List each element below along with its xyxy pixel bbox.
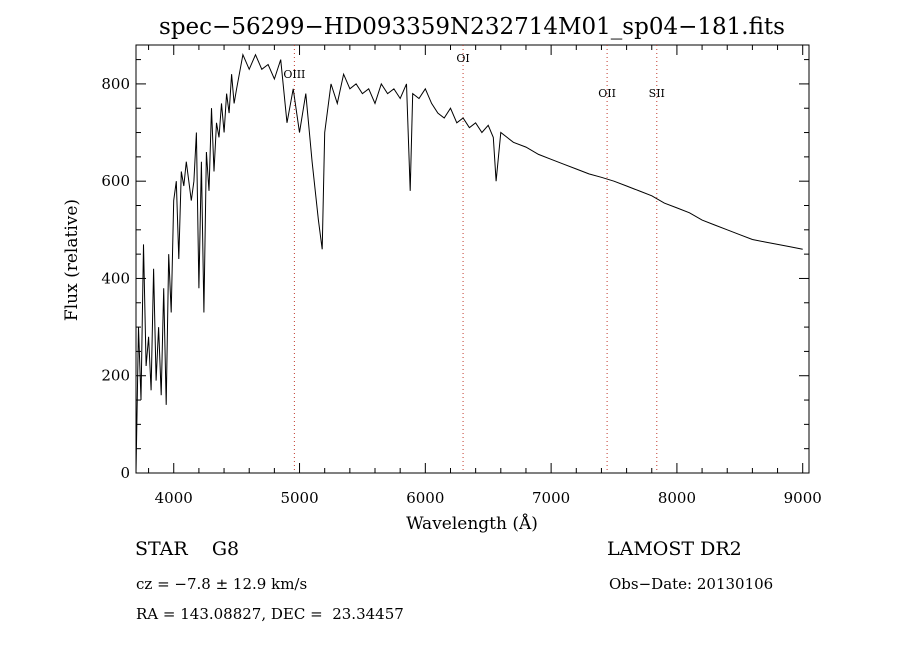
series-group (135, 52, 803, 474)
emission-line-label: OIII (283, 68, 305, 81)
ticks-group: 4000 5000 6000 7000 8000 9000 0 200 400 600 800 (101, 45, 822, 507)
x-tick-label: 6000 (406, 489, 444, 507)
plot-frame (135, 44, 810, 474)
y-axis-label: Flux (relative) (62, 199, 82, 321)
x-tick-label: 8000 (658, 489, 696, 507)
coordinates-readout: RA = 143.08827, DEC = 23.34457 (136, 605, 404, 623)
y-tick-label: 600 (101, 172, 130, 190)
emission-line-label: SII (649, 87, 665, 100)
x-tick-label: 9000 (784, 489, 822, 507)
obs-date: Obs−Date: 20130106 (609, 575, 774, 593)
chart-title: spec−56299−HD093359N232714M01_sp04−181.f… (159, 14, 785, 40)
redshift-readout: cz = −7.8 ± 12.9 km/s (136, 575, 308, 593)
x-tick-label: 4000 (155, 489, 193, 507)
survey-name: LAMOST DR2 (607, 538, 742, 560)
y-tick-label: 0 (120, 464, 130, 482)
emission-line-label: OI (456, 52, 469, 65)
object-class: STAR G8 (135, 538, 240, 560)
y-tick-label: 800 (101, 75, 130, 93)
axes-group (135, 44, 810, 474)
emission-lines-group: OIII OI OII SII (283, 45, 665, 473)
emission-line-label: OII (598, 87, 616, 100)
y-tick-label: 400 (101, 269, 130, 287)
x-tick-label: 7000 (532, 489, 570, 507)
y-tick-label: 200 (101, 367, 130, 385)
spectrum-series-line (135, 52, 803, 474)
x-tick-label: 5000 (280, 489, 318, 507)
x-axis-label: Wavelength (Å) (406, 513, 538, 534)
